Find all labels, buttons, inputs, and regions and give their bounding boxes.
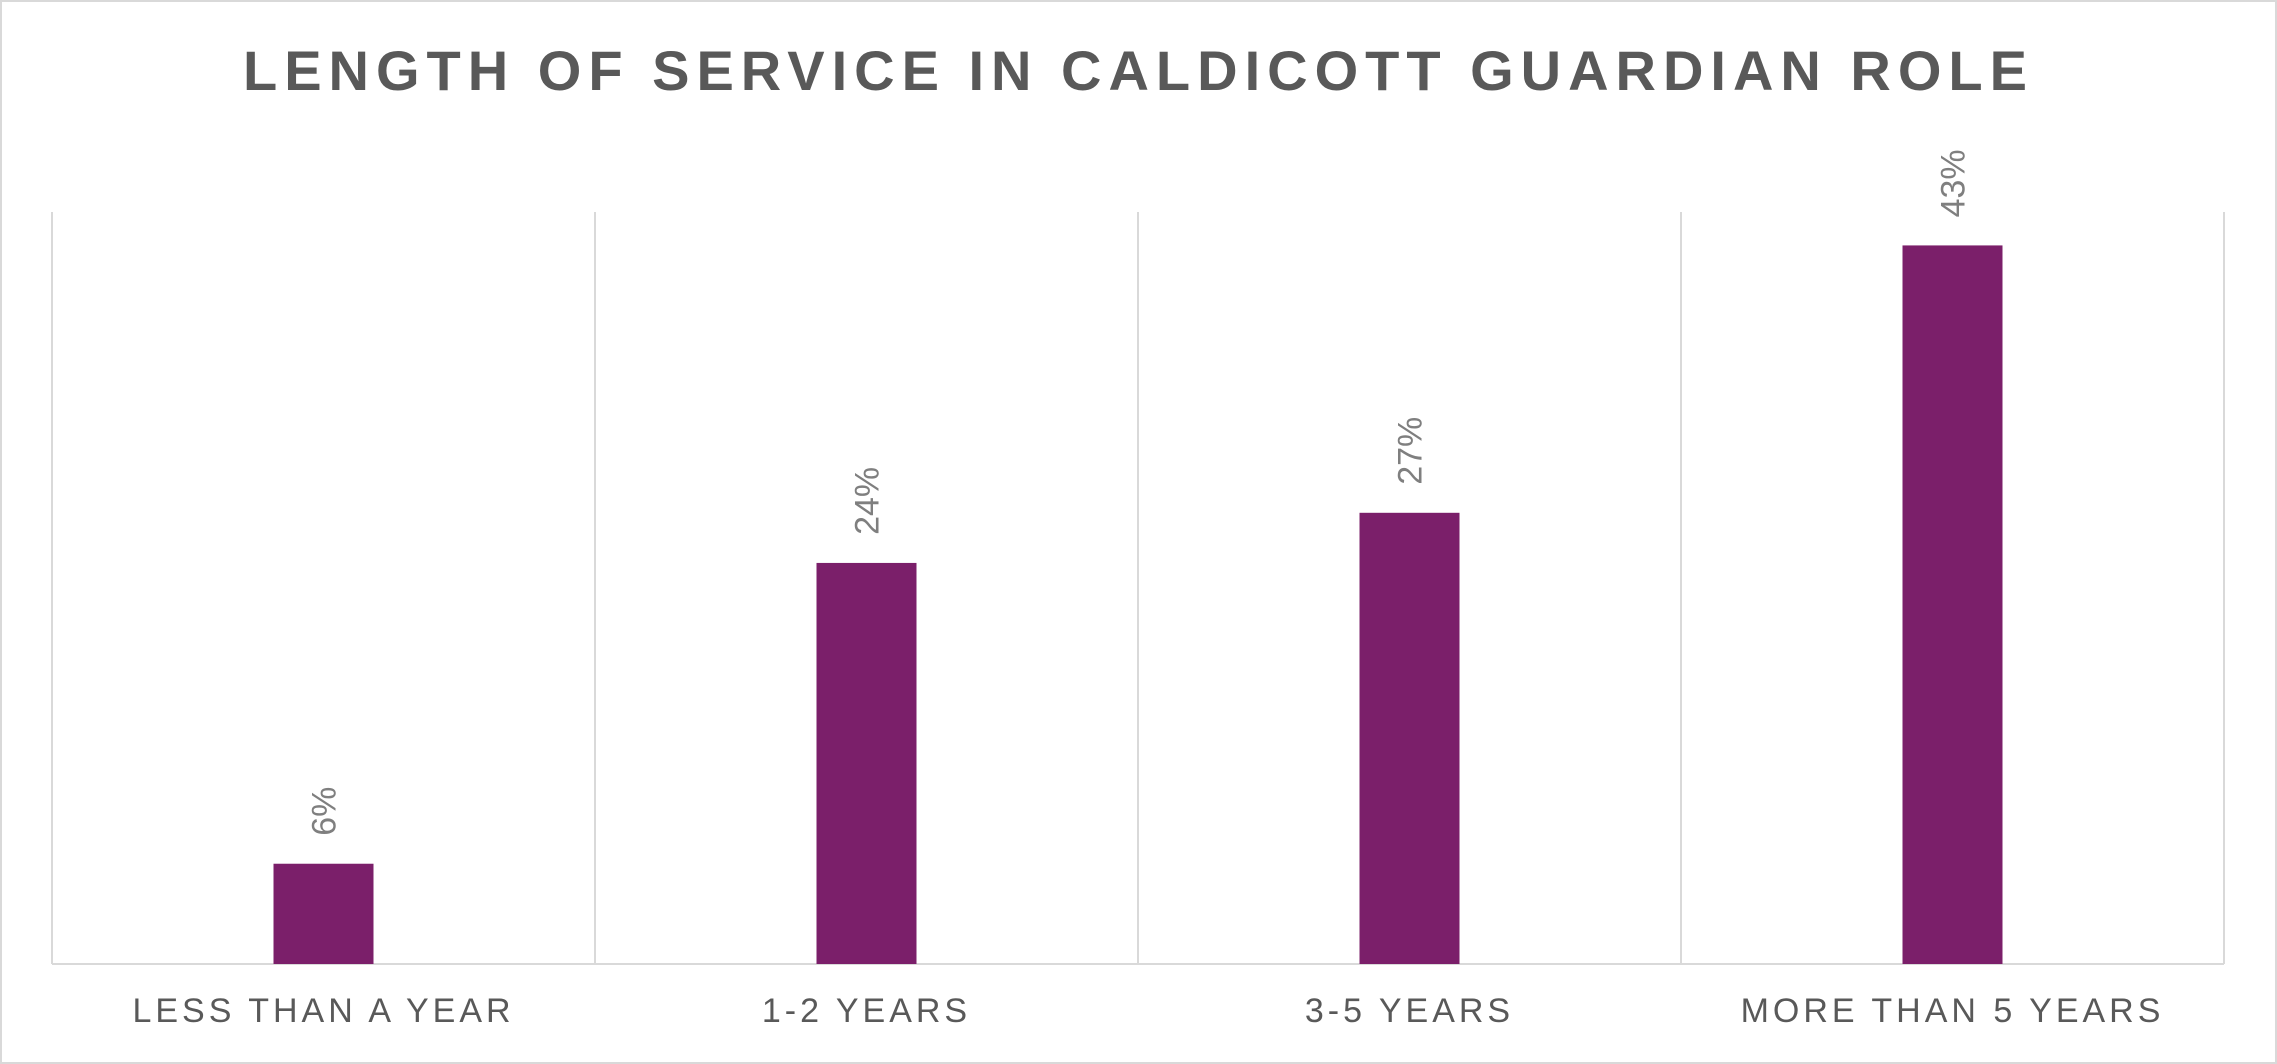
bar <box>273 863 374 964</box>
data-label: 43% <box>1935 149 1973 217</box>
data-label: 6% <box>306 787 344 836</box>
bar <box>1902 245 2003 964</box>
bar <box>816 562 917 964</box>
x-tick-label: MORE THAN 5 YEARS <box>1741 992 2165 1030</box>
x-tick-label: LESS THAN A YEAR <box>132 992 514 1030</box>
chart-title: LENGTH OF SERVICE IN CALDICOTT GUARDIAN … <box>243 39 2034 102</box>
data-label: 27% <box>1392 417 1430 485</box>
x-tick-label: 1-2 YEARS <box>762 992 971 1030</box>
data-label: 24% <box>849 467 887 535</box>
bar <box>1359 512 1460 964</box>
x-tick-label: 3-5 YEARS <box>1305 992 1514 1030</box>
